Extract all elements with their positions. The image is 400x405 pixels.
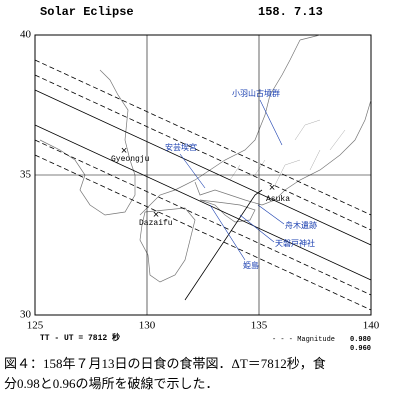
site-label: 天磐戸神社 — [275, 238, 315, 248]
magnitude-line — [34, 74, 372, 231]
magnitude-line — [34, 154, 372, 311]
prefecture-borders — [229, 119, 346, 186]
leader — [239, 214, 275, 243]
y-tick-label: 35 — [20, 169, 32, 181]
marker: × — [153, 210, 160, 222]
place-label: Gyeongju — [111, 155, 150, 164]
magnitude-label: 0.980 — [350, 336, 371, 344]
site-label: 舟木遺跡 — [285, 220, 317, 230]
place-label: Asuka — [266, 195, 290, 204]
leader — [257, 204, 285, 225]
date: 158. 7.13 — [258, 5, 323, 19]
magnitude-label: 0.960 — [350, 345, 371, 353]
leader — [259, 99, 283, 146]
site-label: 姫島 — [243, 260, 259, 270]
band-edge — [34, 89, 372, 246]
leader — [179, 153, 206, 189]
honshu-south-coast — [194, 99, 372, 206]
legend-title: - - - Magnitude — [272, 336, 335, 344]
korea-coast — [39, 69, 136, 216]
sites: 小羽山古墳群 安芸埃宮 舟木遺跡 天磐戸神社 姫島 — [165, 88, 317, 270]
x-tick-label: 125 — [27, 320, 44, 332]
x-tick-label: 135 — [251, 320, 268, 332]
caption-line: 分0.98と0.96の場所を破線で示した． — [4, 376, 219, 391]
places: × Gyeongju × Dazaifu × Asuka — [111, 146, 290, 228]
sunset-line — [184, 189, 263, 301]
kyushu — [139, 207, 196, 283]
marker: × — [269, 183, 276, 195]
eclipse-band — [34, 59, 372, 311]
x-tick-label: 130 — [139, 320, 156, 332]
x-tick-label: 140 — [363, 320, 380, 332]
y-tick-label: 30 — [20, 309, 32, 321]
shikoku — [199, 199, 256, 223]
y-tick-label: 40 — [20, 29, 32, 41]
leader — [209, 204, 246, 261]
magnitude-line — [34, 59, 372, 216]
honshu-north-coast — [139, 34, 321, 216]
title: Solar Eclipse — [40, 5, 134, 19]
site-label: 安芸埃宮 — [165, 142, 197, 152]
band-edge — [34, 124, 372, 281]
place-label: Dazaifu — [139, 219, 173, 228]
caption-line: 図４：158年７月13日の日食の食帯図．ΔT＝7812秒，食 — [4, 356, 326, 371]
magnitude-line — [34, 139, 372, 296]
marker: × — [121, 146, 128, 158]
coastlines — [39, 34, 372, 283]
delta-t: TT - UT = 7812 秒 — [40, 332, 120, 343]
site-label: 小羽山古墳群 — [232, 88, 280, 98]
